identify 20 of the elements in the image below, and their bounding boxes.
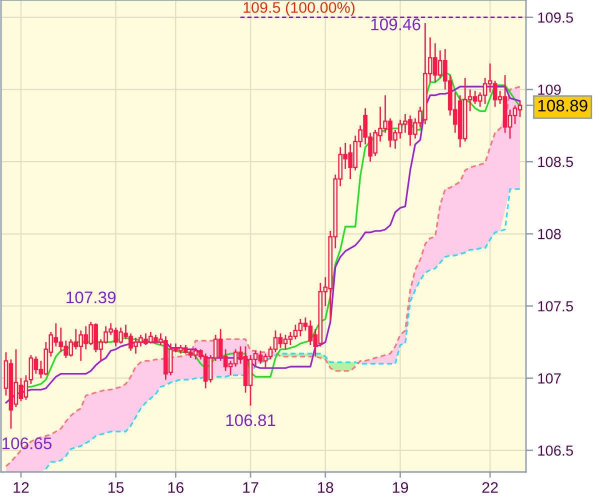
y-tick-label: 107.5 — [538, 301, 573, 312]
y-tick-label: 107 — [538, 373, 561, 384]
x-tick-label: 22 — [482, 482, 498, 493]
x-tick-label: 18 — [318, 482, 334, 493]
ref-line-label: 109.5 (100.00%) — [244, 2, 355, 16]
y-tick-label: 109.5 — [538, 12, 573, 23]
annotation: 109.46 — [371, 18, 420, 30]
y-tick-label: 106.5 — [538, 445, 573, 456]
annotation: 107.39 — [66, 292, 116, 304]
x-tick-label: 19 — [392, 482, 408, 493]
y-tick-label: 108.89 — [538, 100, 588, 112]
y-tick-label: 108 — [538, 228, 561, 240]
y-tick-label: 109 — [538, 84, 561, 95]
x-tick-label: 12 — [14, 482, 29, 493]
annotation: 106.65 — [2, 437, 52, 450]
annotation: 106.81 — [226, 414, 276, 426]
x-tick-label: 16 — [168, 482, 184, 493]
x-tick-label: 15 — [108, 482, 124, 493]
y-tick-label: 108.5 — [538, 156, 573, 168]
x-tick-label: 17 — [243, 482, 258, 493]
